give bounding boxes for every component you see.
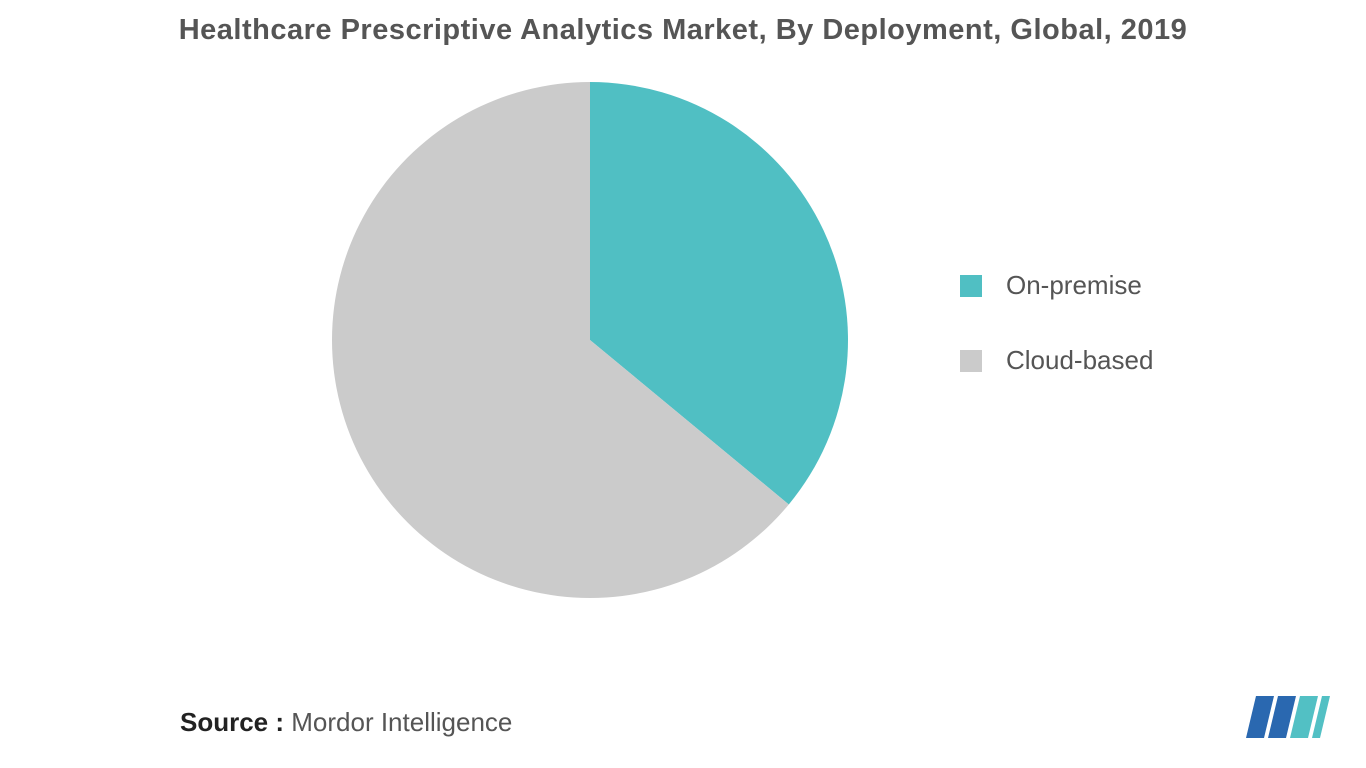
source-text: Mordor Intelligence (284, 707, 512, 737)
source-prefix: Source : (180, 707, 284, 737)
legend-swatch (960, 275, 982, 297)
legend: On-premise Cloud-based (960, 270, 1153, 420)
legend-item: Cloud-based (960, 345, 1153, 376)
chart-title: Healthcare Prescriptive Analytics Market… (0, 14, 1366, 47)
chart-container: { "chart": { "type": "pie", "title": "He… (0, 0, 1366, 768)
legend-swatch (960, 350, 982, 372)
pie-chart (330, 80, 850, 600)
brand-logo (1246, 694, 1330, 742)
source-line: Source : Mordor Intelligence (180, 707, 512, 738)
legend-item: On-premise (960, 270, 1153, 301)
legend-label: Cloud-based (1006, 345, 1153, 376)
legend-label: On-premise (1006, 270, 1142, 301)
